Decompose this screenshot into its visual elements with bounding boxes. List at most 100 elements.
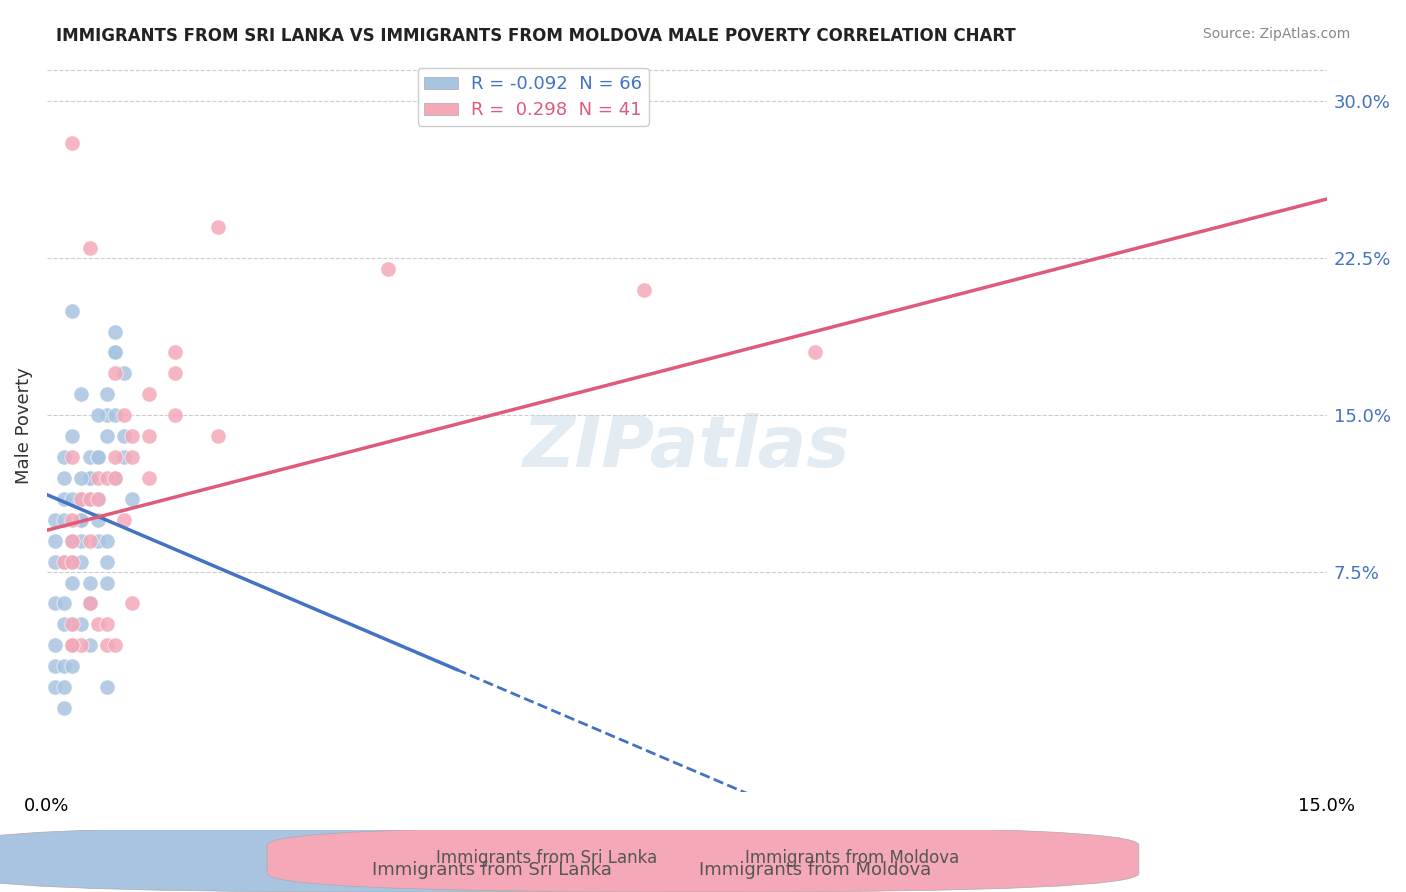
Point — [52, 659, 75, 673]
Point — [87, 491, 110, 506]
Point — [633, 283, 655, 297]
Point — [70, 555, 93, 569]
Point — [44, 638, 66, 652]
Point — [62, 513, 84, 527]
Point — [207, 429, 229, 443]
Point — [121, 597, 143, 611]
Point — [96, 555, 118, 569]
Point — [70, 513, 93, 527]
Point — [62, 638, 84, 652]
Point — [44, 659, 66, 673]
Point — [62, 638, 84, 652]
Text: Immigrants from Sri Lanka: Immigrants from Sri Lanka — [373, 861, 612, 879]
Point — [112, 513, 135, 527]
Point — [87, 408, 110, 422]
Legend: R = -0.092  N = 66, R =  0.298  N = 41: R = -0.092 N = 66, R = 0.298 N = 41 — [418, 68, 648, 126]
Point — [62, 533, 84, 548]
Point — [121, 491, 143, 506]
Point — [96, 408, 118, 422]
Point — [79, 471, 101, 485]
Point — [62, 450, 84, 464]
Point — [70, 491, 93, 506]
Point — [52, 555, 75, 569]
Point — [104, 450, 127, 464]
Point — [87, 491, 110, 506]
Point — [62, 638, 84, 652]
Point — [62, 617, 84, 632]
Point — [163, 345, 186, 359]
Point — [52, 491, 75, 506]
Point — [52, 555, 75, 569]
Point — [52, 680, 75, 694]
Point — [377, 261, 399, 276]
Point — [52, 471, 75, 485]
Point — [207, 219, 229, 234]
Point — [70, 533, 93, 548]
Point — [79, 241, 101, 255]
Point — [87, 533, 110, 548]
Point — [104, 471, 127, 485]
Point — [79, 491, 101, 506]
Point — [62, 303, 84, 318]
Point — [163, 408, 186, 422]
Point — [112, 429, 135, 443]
Point — [44, 597, 66, 611]
Point — [52, 617, 75, 632]
Point — [62, 638, 84, 652]
Text: Immigrants from Moldova: Immigrants from Moldova — [745, 848, 959, 867]
Point — [112, 367, 135, 381]
Point — [112, 408, 135, 422]
Point — [70, 638, 93, 652]
Point — [62, 659, 84, 673]
Text: ZIPatlas: ZIPatlas — [523, 413, 851, 482]
Point — [52, 701, 75, 715]
Point — [79, 597, 101, 611]
Point — [62, 555, 84, 569]
Point — [803, 345, 825, 359]
Point — [70, 387, 93, 401]
Point — [96, 533, 118, 548]
Point — [138, 429, 160, 443]
Point — [79, 471, 101, 485]
Text: IMMIGRANTS FROM SRI LANKA VS IMMIGRANTS FROM MOLDOVA MALE POVERTY CORRELATION CH: IMMIGRANTS FROM SRI LANKA VS IMMIGRANTS … — [56, 27, 1017, 45]
Point — [62, 575, 84, 590]
Point — [104, 471, 127, 485]
Point — [87, 471, 110, 485]
Point — [104, 345, 127, 359]
Point — [52, 513, 75, 527]
Point — [44, 533, 66, 548]
Point — [79, 638, 101, 652]
Point — [79, 533, 101, 548]
Point — [70, 471, 93, 485]
FancyBboxPatch shape — [267, 826, 1139, 892]
Point — [104, 325, 127, 339]
Y-axis label: Male Poverty: Male Poverty — [15, 368, 32, 484]
FancyBboxPatch shape — [0, 826, 830, 892]
Text: Source: ZipAtlas.com: Source: ZipAtlas.com — [1202, 27, 1350, 41]
Point — [62, 136, 84, 151]
Point — [62, 555, 84, 569]
Point — [79, 450, 101, 464]
Point — [79, 597, 101, 611]
Point — [104, 638, 127, 652]
Point — [96, 638, 118, 652]
Text: Immigrants from Sri Lanka: Immigrants from Sri Lanka — [436, 848, 657, 867]
Point — [87, 450, 110, 464]
Point — [104, 367, 127, 381]
Point — [70, 617, 93, 632]
Point — [87, 450, 110, 464]
Point — [79, 491, 101, 506]
Point — [138, 387, 160, 401]
Point — [52, 597, 75, 611]
Point — [62, 533, 84, 548]
Point — [96, 387, 118, 401]
Point — [96, 575, 118, 590]
Point — [138, 471, 160, 485]
Point — [79, 597, 101, 611]
Point — [62, 491, 84, 506]
Text: Immigrants from Moldova: Immigrants from Moldova — [699, 861, 932, 879]
Point — [79, 575, 101, 590]
Point — [104, 408, 127, 422]
Point — [70, 513, 93, 527]
Point — [87, 617, 110, 632]
